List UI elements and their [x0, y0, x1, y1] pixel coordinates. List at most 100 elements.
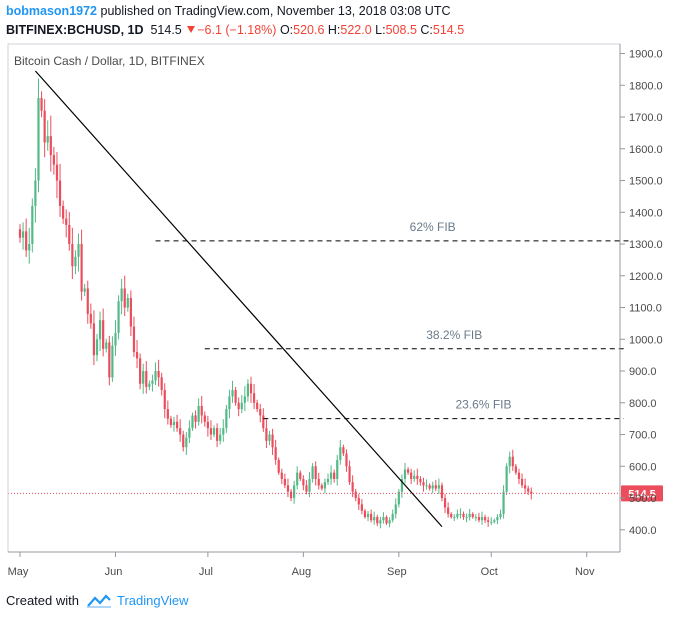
candle-body: [240, 402, 243, 410]
price-chart[interactable]: 62% FIB 38.2% FIB 23.6% FIB 514.5 400.0 500.…: [0, 0, 675, 585]
candle-body: [326, 478, 330, 483]
candle-body: [200, 405, 203, 416]
x-tick-label: May: [8, 566, 29, 578]
candle-body: [129, 298, 132, 327]
x-tick-label: Nov: [575, 566, 595, 578]
candle-body: [228, 396, 231, 410]
candle-body: [363, 510, 367, 518]
candle-body: [425, 485, 428, 487]
candle-body: [339, 447, 342, 460]
y-tick-label: 800.0: [629, 398, 657, 410]
close-value: 514.5: [432, 23, 465, 37]
candle-body: [111, 345, 114, 378]
footer: Created with TradingView: [6, 593, 189, 608]
candle-body: [366, 513, 370, 518]
candle-body: [517, 472, 521, 479]
candle-body: [505, 466, 508, 492]
candle-body: [105, 342, 108, 349]
candle-body: [194, 415, 197, 422]
tradingview-logo-icon: [86, 593, 111, 608]
y-tick-label: 1000.0: [629, 334, 663, 346]
created-with-text: Created with: [6, 593, 79, 608]
candle-body: [249, 383, 253, 394]
candle-body: [524, 485, 527, 489]
candle-body: [89, 313, 92, 324]
candle-body: [388, 520, 391, 524]
candle-body: [219, 434, 222, 441]
tradingview-link[interactable]: TradingView: [116, 593, 189, 608]
candle-body: [354, 491, 357, 499]
x-tick-label: Jul: [199, 566, 213, 578]
candle-body: [286, 485, 290, 492]
candle-body: [431, 485, 434, 489]
candle-body: [496, 517, 499, 521]
candle-body: [188, 428, 191, 438]
y-tick-label: 900.0: [629, 366, 657, 378]
candle-body: [422, 482, 425, 486]
candle-body: [169, 418, 173, 425]
candle-body: [403, 469, 407, 479]
x-tick-label: Jun: [105, 566, 123, 578]
candle-body: [139, 358, 142, 384]
down-arrow-icon: [187, 26, 196, 33]
candle-body: [483, 517, 487, 521]
candle-body: [74, 256, 77, 267]
ohlc-bar: BITFINEX:BCHUSD, 1D 514.5 −6.1 (−1.18%) …: [6, 23, 464, 37]
candle-body: [145, 371, 148, 387]
published-text: published on TradingView.com, November 1…: [100, 4, 451, 18]
candle-body: [34, 180, 37, 206]
candle-body: [154, 371, 157, 381]
candle-body: [474, 517, 477, 519]
candle-body: [151, 380, 154, 384]
candle-body: [511, 456, 514, 467]
fib-label: 23.6% FIB: [455, 398, 511, 412]
candle-body: [259, 409, 262, 416]
candle-body: [382, 517, 385, 521]
candle-body: [428, 485, 431, 489]
candle-body: [37, 97, 40, 181]
candle-body: [471, 513, 474, 518]
candle-body: [360, 504, 363, 511]
candle-body: [370, 513, 373, 521]
candle-body: [406, 469, 410, 473]
candle-body: [135, 351, 139, 359]
publication-info: bobmason1972 published on TradingView.co…: [6, 4, 450, 18]
candle-body: [468, 513, 471, 518]
y-tick-label: 1300.0: [629, 239, 663, 251]
candle-body: [336, 459, 339, 479]
candle-body: [65, 218, 68, 225]
candle-body: [302, 478, 305, 486]
candle-body: [416, 475, 419, 479]
candle-body: [305, 485, 308, 492]
candle-body: [413, 475, 416, 479]
candle-body: [46, 136, 49, 143]
candle-body: [58, 180, 62, 206]
candle-body: [308, 478, 311, 492]
last-price-badge: [621, 485, 663, 502]
candle-body: [317, 478, 320, 486]
candle-body: [163, 390, 166, 410]
candle-body: [440, 485, 444, 499]
candle-body: [379, 520, 382, 524]
candle-body: [179, 428, 182, 435]
candle-body: [160, 377, 163, 391]
candle-body: [289, 491, 293, 499]
fib-label: 62% FIB: [410, 220, 456, 234]
last-price: 514.5: [150, 23, 182, 37]
candle-body: [114, 332, 117, 346]
candle-body: [323, 482, 327, 489]
candle-body: [86, 288, 89, 314]
candle-body: [351, 482, 354, 492]
candle-body: [126, 298, 129, 308]
candle-body: [132, 326, 136, 352]
author-name[interactable]: bobmason1972: [6, 4, 98, 18]
drawings: 62% FIB 38.2% FIB 23.6% FIB 514.5: [8, 70, 663, 527]
candle-body: [80, 244, 83, 292]
candle-body: [345, 453, 348, 467]
candle-body: [477, 517, 481, 521]
candle-body: [216, 428, 219, 441]
candle-body: [453, 517, 456, 519]
y-tick-label: 1400.0: [629, 207, 663, 219]
candle-body: [514, 466, 517, 473]
candle-body: [185, 437, 188, 448]
